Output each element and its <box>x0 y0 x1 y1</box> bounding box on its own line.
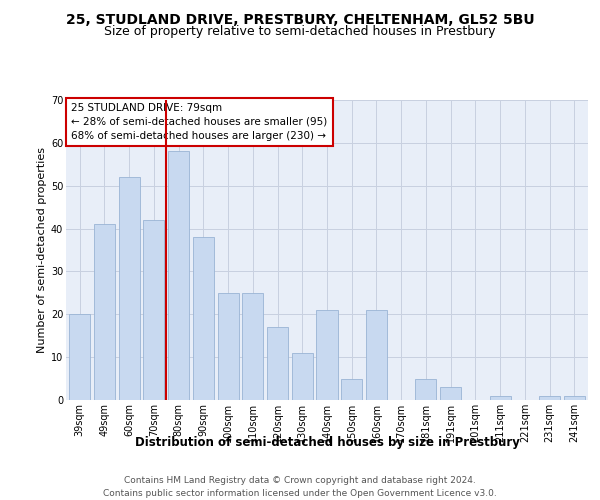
Bar <box>94 224 115 400</box>
Bar <box>292 353 313 400</box>
Bar <box>242 293 263 400</box>
Bar <box>440 387 461 400</box>
Text: Contains HM Land Registry data © Crown copyright and database right 2024.
Contai: Contains HM Land Registry data © Crown c… <box>103 476 497 498</box>
Y-axis label: Number of semi-detached properties: Number of semi-detached properties <box>37 147 47 353</box>
Bar <box>267 327 288 400</box>
Text: Distribution of semi-detached houses by size in Prestbury: Distribution of semi-detached houses by … <box>134 436 520 449</box>
Bar <box>168 152 189 400</box>
Text: Size of property relative to semi-detached houses in Prestbury: Size of property relative to semi-detach… <box>104 25 496 38</box>
Bar <box>539 396 560 400</box>
Bar <box>316 310 338 400</box>
Bar <box>366 310 387 400</box>
Bar <box>193 237 214 400</box>
Bar <box>564 396 585 400</box>
Bar <box>143 220 164 400</box>
Bar <box>218 293 239 400</box>
Bar <box>69 314 90 400</box>
Bar <box>119 177 140 400</box>
Bar <box>415 378 436 400</box>
Bar <box>341 378 362 400</box>
Bar <box>490 396 511 400</box>
Text: 25 STUDLAND DRIVE: 79sqm
← 28% of semi-detached houses are smaller (95)
68% of s: 25 STUDLAND DRIVE: 79sqm ← 28% of semi-d… <box>71 103 328 141</box>
Text: 25, STUDLAND DRIVE, PRESTBURY, CHELTENHAM, GL52 5BU: 25, STUDLAND DRIVE, PRESTBURY, CHELTENHA… <box>65 12 535 26</box>
